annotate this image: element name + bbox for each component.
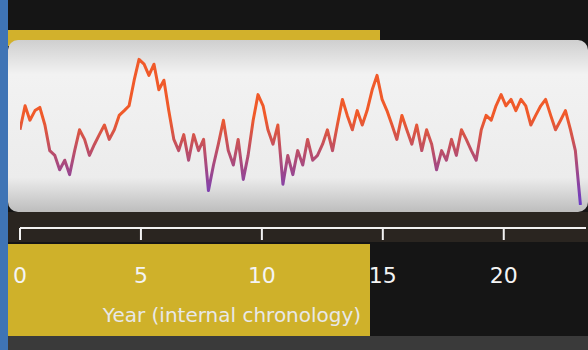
base (8, 336, 588, 350)
yellow-panel (8, 244, 370, 336)
ice-core (8, 40, 588, 212)
x-tick-label: 10 (248, 263, 276, 288)
x-tick (19, 228, 21, 240)
x-tick-label: 15 (369, 263, 397, 288)
x-tick-label: 0 (13, 263, 27, 288)
x-tick (503, 228, 505, 240)
chart: 0 5 10 15 20 Year (internal chronology) (0, 0, 588, 350)
x-tick-label: 20 (490, 263, 518, 288)
plot-area (20, 59, 580, 205)
x-tick (140, 228, 142, 240)
tray (8, 212, 588, 242)
x-tick (382, 228, 384, 240)
x-tick-label: 5 (134, 263, 148, 288)
x-axis-title: Year (internal chronology) (102, 303, 361, 327)
background (0, 0, 588, 350)
edge-strip (0, 0, 8, 350)
x-tick (261, 228, 263, 240)
x-axis-line (20, 227, 586, 229)
data-line (20, 59, 580, 205)
